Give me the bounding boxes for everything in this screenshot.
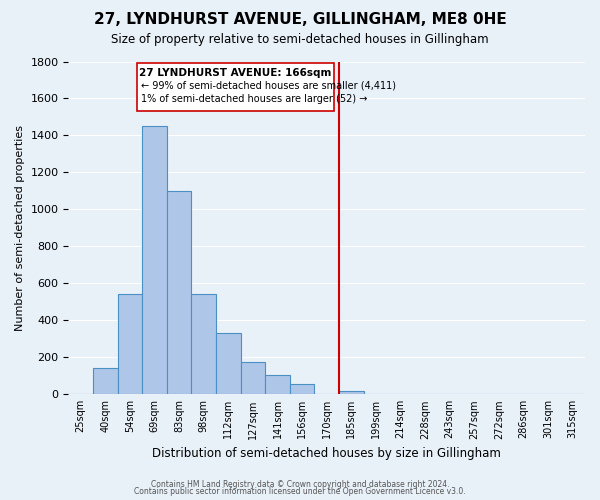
Text: Contains public sector information licensed under the Open Government Licence v3: Contains public sector information licen… bbox=[134, 487, 466, 496]
Text: Contains HM Land Registry data © Crown copyright and database right 2024.: Contains HM Land Registry data © Crown c… bbox=[151, 480, 449, 489]
FancyBboxPatch shape bbox=[137, 64, 334, 112]
Text: 27 LYNDHURST AVENUE: 166sqm: 27 LYNDHURST AVENUE: 166sqm bbox=[139, 68, 332, 78]
Bar bbox=[191, 294, 216, 394]
Text: ← 99% of semi-detached houses are smaller (4,411): ← 99% of semi-detached houses are smalle… bbox=[141, 80, 396, 90]
Text: 1% of semi-detached houses are larger (52) →: 1% of semi-detached houses are larger (5… bbox=[141, 94, 367, 104]
Bar bbox=[167, 191, 191, 394]
Bar bbox=[216, 334, 241, 394]
Bar bbox=[241, 362, 265, 394]
Bar bbox=[118, 294, 142, 394]
Bar bbox=[142, 126, 167, 394]
Text: Size of property relative to semi-detached houses in Gillingham: Size of property relative to semi-detach… bbox=[111, 32, 489, 46]
X-axis label: Distribution of semi-detached houses by size in Gillingham: Distribution of semi-detached houses by … bbox=[152, 447, 501, 460]
Y-axis label: Number of semi-detached properties: Number of semi-detached properties bbox=[15, 125, 25, 331]
Bar bbox=[265, 375, 290, 394]
Bar bbox=[339, 391, 364, 394]
Bar bbox=[93, 368, 118, 394]
Bar bbox=[290, 384, 314, 394]
Text: 27, LYNDHURST AVENUE, GILLINGHAM, ME8 0HE: 27, LYNDHURST AVENUE, GILLINGHAM, ME8 0H… bbox=[94, 12, 506, 28]
